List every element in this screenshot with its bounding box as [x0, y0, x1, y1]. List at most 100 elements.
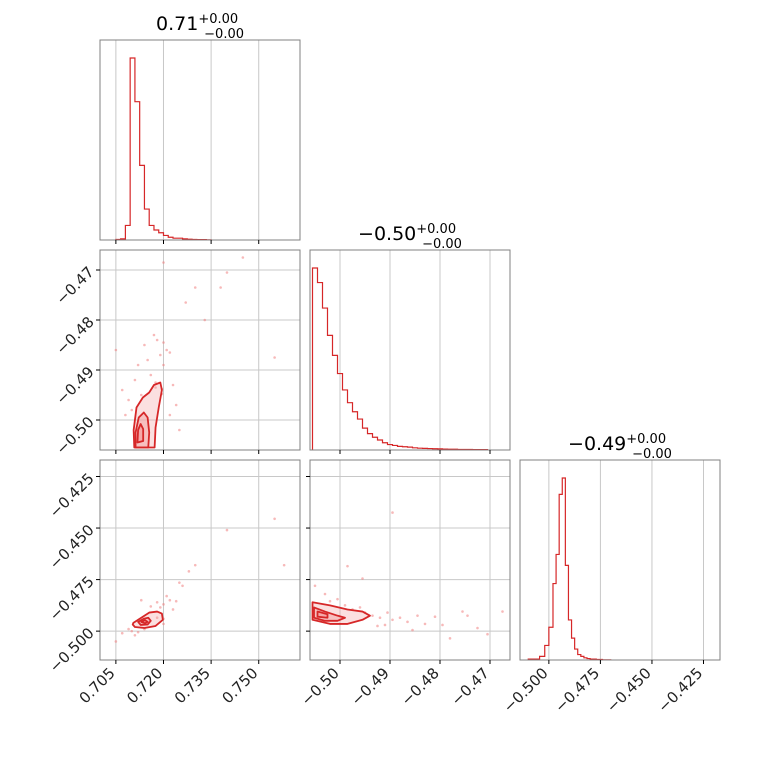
sample-point	[152, 333, 156, 337]
sample-point	[282, 563, 286, 567]
y-tick-label: −0.450	[46, 521, 98, 573]
sample-point	[154, 381, 157, 384]
sample-point	[346, 564, 349, 568]
y-tick-label: −0.475	[46, 573, 98, 625]
sample-point	[171, 608, 175, 611]
sample-point	[124, 413, 127, 417]
title-value-2: −0.49	[568, 433, 626, 455]
sample-point	[398, 616, 402, 620]
sample-point	[159, 606, 162, 609]
sample-point	[130, 629, 134, 633]
sample-point	[406, 620, 409, 624]
sample-point	[162, 261, 165, 264]
sample-point	[162, 603, 165, 606]
contour-line-1-0	[131, 610, 164, 629]
sample-point	[171, 383, 175, 387]
sample-point	[114, 640, 118, 643]
sample-point	[181, 584, 184, 588]
title-plus-2: +0.00	[626, 432, 666, 447]
y-tick-label: −0.49	[52, 363, 97, 408]
sample-point	[120, 388, 124, 392]
title-param-1: −0.50+0.00 −0.00	[358, 222, 462, 252]
sample-point	[120, 631, 124, 635]
x-tick-label: −0.49	[348, 664, 393, 709]
y-tick-label: −0.47	[52, 263, 97, 308]
sample-point	[193, 563, 197, 567]
sample-point	[168, 351, 172, 354]
y-tick-label: −0.50	[52, 413, 97, 458]
contour-line-0-1	[134, 411, 151, 449]
sample-point	[376, 624, 379, 628]
x-tick-label: 0.720	[123, 664, 166, 707]
title-plus-1: +0.00	[416, 222, 456, 237]
contour-line-2-2	[316, 610, 329, 619]
sample-point	[165, 348, 168, 352]
sample-point	[336, 597, 339, 601]
sample-point	[155, 600, 159, 604]
sample-point	[411, 628, 414, 632]
sample-point	[149, 373, 153, 377]
x-tick-label: −0.425	[654, 664, 706, 716]
sample-point	[416, 614, 419, 617]
sample-point	[225, 528, 229, 532]
contour-line-2-0	[311, 601, 371, 625]
sample-point	[168, 598, 172, 602]
sample-point	[486, 632, 489, 636]
sample-point	[133, 378, 137, 382]
sample-point	[154, 386, 157, 389]
title-value-0: 0.71	[156, 13, 198, 35]
x-tick-label: −0.48	[398, 664, 443, 709]
x-tick-label: −0.500	[500, 664, 552, 716]
title-minus-2: −0.00	[632, 447, 672, 462]
sample-point	[361, 577, 364, 580]
axis-ticks: −0.50−0.49−0.48−0.470.705 0.720 0.735 0.750…	[46, 240, 706, 716]
sample-point	[371, 614, 374, 617]
y-tick-label: −0.425	[46, 469, 98, 521]
contour-line-0-2	[136, 423, 145, 444]
panel-frame	[309, 459, 511, 661]
title-minus-0: −0.00	[204, 27, 244, 42]
x-tick-label: 0.705	[76, 664, 119, 707]
panel-frame	[519, 459, 721, 661]
sample-point	[476, 626, 479, 630]
sample-point	[143, 343, 146, 347]
sample-point	[139, 393, 143, 397]
sample-point	[139, 598, 143, 602]
histogram-0	[115, 57, 212, 241]
sample-point	[187, 570, 191, 573]
panel-frame	[99, 39, 301, 241]
x-tick-label: −0.50	[298, 664, 343, 709]
sample-point	[273, 356, 276, 359]
panel-frames	[99, 39, 721, 661]
contour-lines	[131, 381, 371, 629]
title-param-2: −0.49+0.00 −0.00	[568, 432, 672, 462]
sample-point	[461, 610, 464, 613]
sample-point	[133, 633, 137, 637]
y-tick-label: −0.48	[52, 313, 97, 358]
sample-point	[391, 511, 394, 514]
contour-line-1-1	[137, 616, 152, 626]
sample-point	[159, 353, 162, 357]
title-param-0: 0.71+0.00 −0.00	[156, 12, 244, 42]
x-tick-label: 0.735	[171, 664, 214, 707]
sample-point	[383, 623, 387, 627]
panel-frame	[309, 249, 511, 451]
x-tick-label: 0.750	[218, 664, 261, 707]
sample-point	[114, 348, 118, 352]
contour-fills	[132, 382, 370, 629]
histogram-1	[311, 267, 489, 451]
contour-line-2-1	[313, 606, 346, 622]
sample-point	[155, 338, 159, 342]
sample-point	[225, 271, 229, 274]
sample-point	[174, 599, 178, 603]
sample-point	[433, 615, 437, 619]
sample-point	[136, 363, 140, 367]
scatter-points	[114, 256, 504, 643]
sample-point	[203, 318, 207, 322]
panel-frame	[99, 459, 301, 661]
x-tick-label: −0.475	[551, 664, 603, 716]
sample-point	[386, 611, 389, 614]
x-tick-label: −0.450	[603, 664, 655, 716]
sample-point	[149, 605, 153, 608]
